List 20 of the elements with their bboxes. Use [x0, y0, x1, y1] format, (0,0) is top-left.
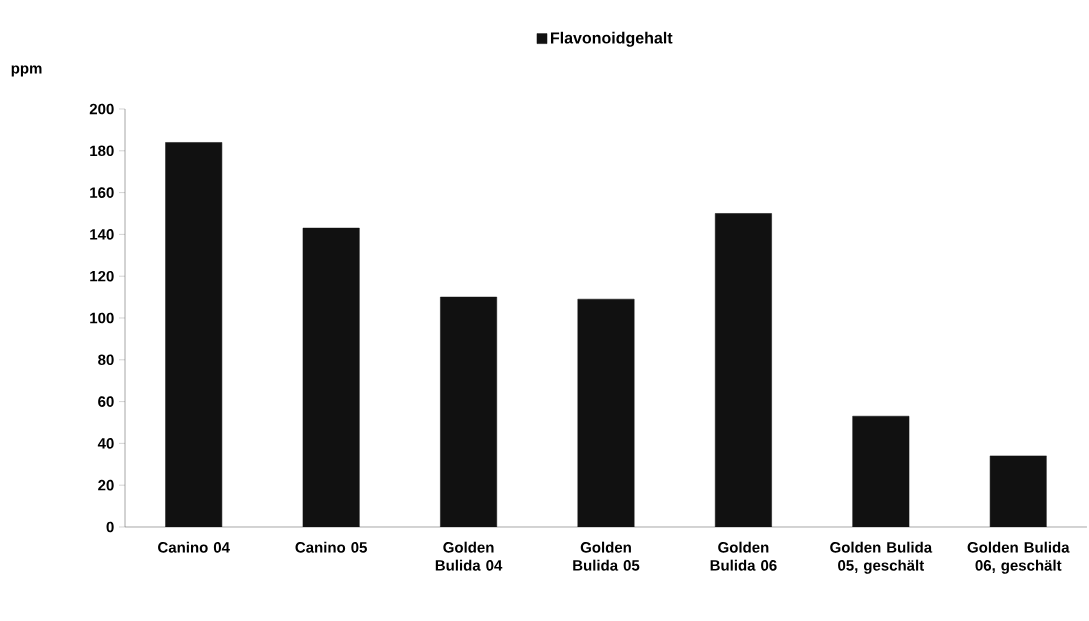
legend-label: Flavonoidgehalt — [551, 31, 673, 47]
y-tick-label: 140 — [90, 229, 114, 240]
x-tick-label: Golden Bulida 05, geschält — [830, 541, 933, 574]
y-tick-label: 160 — [90, 187, 114, 198]
y-tick-label: 200 — [89, 103, 114, 115]
x-tick-label: Golden Bulida 06, geschält — [967, 541, 1070, 574]
y-tick-label: 60 — [98, 396, 114, 407]
y-tick-label: 20 — [98, 479, 114, 491]
x-tick-label: Golden Bulida 04 — [435, 541, 503, 571]
y-tick-label: 180 — [90, 145, 114, 157]
x-tick-label: Canino 04 — [158, 541, 230, 553]
x-tick-label: Golden Bulida 06 — [710, 541, 777, 571]
x-tick-label: Golden Bulida 05 — [573, 541, 640, 571]
x-tick-label: Canino 05 — [295, 541, 367, 553]
y-tick-label: 120 — [90, 270, 114, 282]
y-tick-label: 100 — [90, 312, 114, 324]
y-tick-label: 80 — [98, 354, 114, 366]
y-tick-label: 40 — [97, 438, 114, 449]
y-axis-title: ppm — [11, 65, 42, 77]
y-tick-label: 0 — [106, 521, 114, 533]
